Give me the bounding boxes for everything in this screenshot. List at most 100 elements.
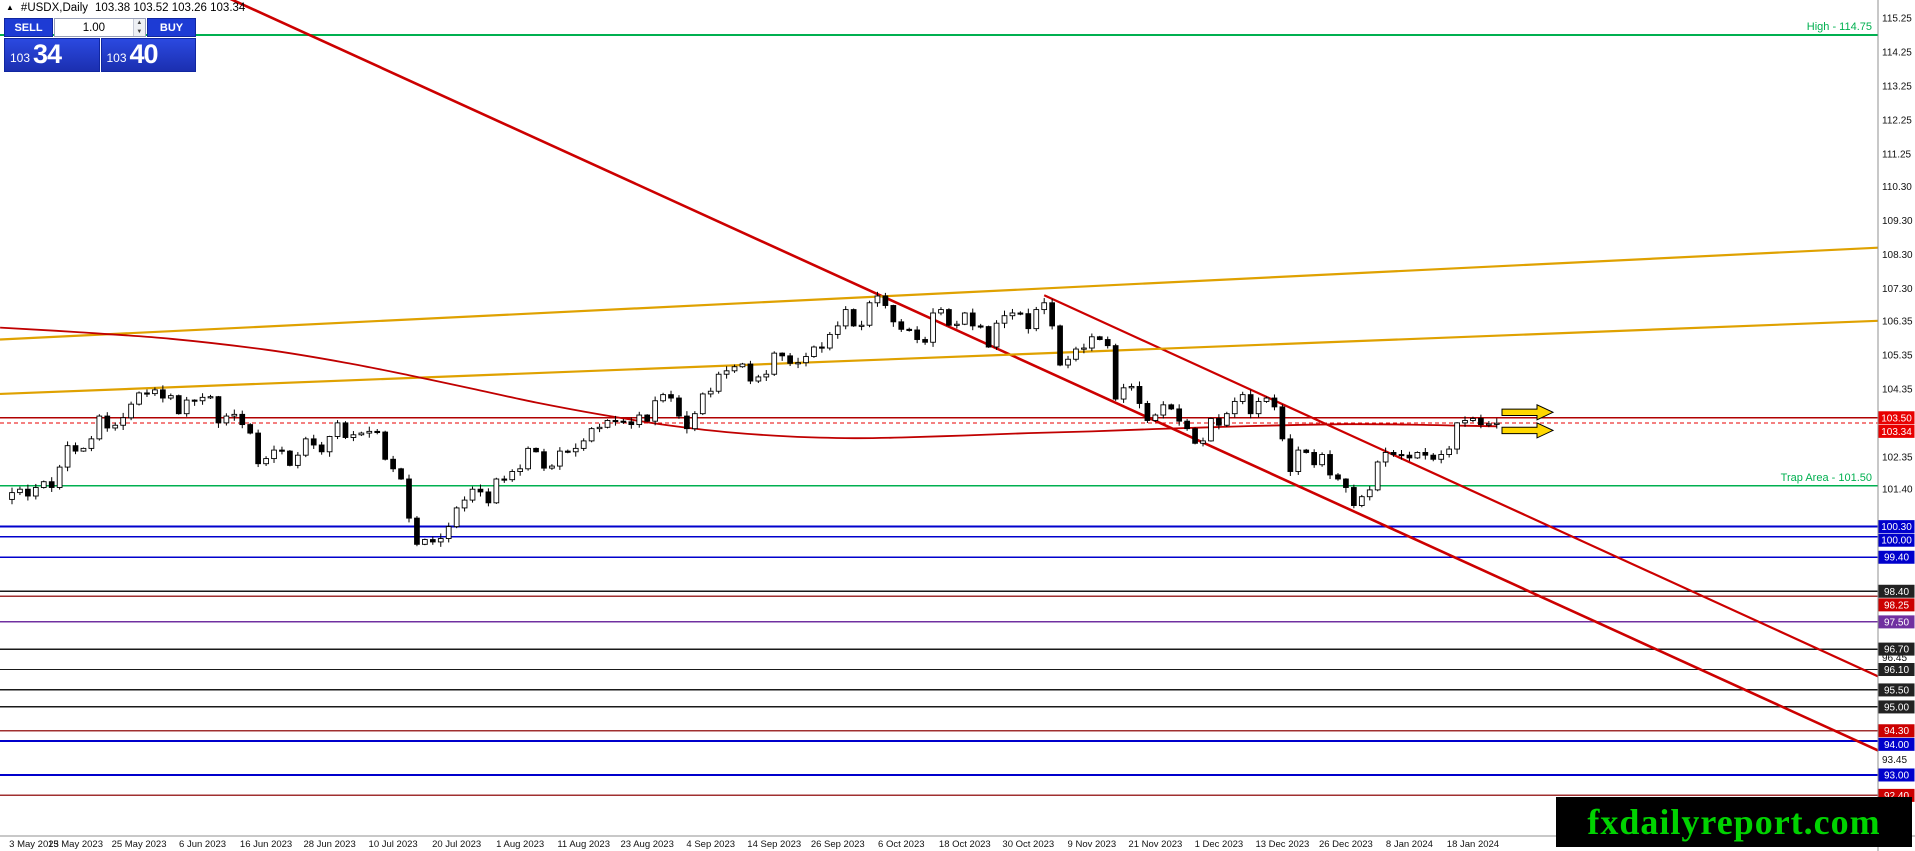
- svg-text:4 Sep 2023: 4 Sep 2023: [686, 839, 735, 850]
- svg-text:95.00: 95.00: [1884, 702, 1909, 713]
- svg-text:26 Sep 2023: 26 Sep 2023: [811, 839, 865, 850]
- svg-text:11 Aug 2023: 11 Aug 2023: [557, 839, 610, 850]
- svg-text:113.25: 113.25: [1882, 82, 1912, 93]
- sell-price-panel[interactable]: 103 34: [4, 38, 100, 72]
- svg-text:16 Jun 2023: 16 Jun 2023: [240, 839, 292, 850]
- buy-price-big: 40: [129, 39, 159, 70]
- svg-text:97.50: 97.50: [1884, 617, 1909, 628]
- ohlc-values: 103.38 103.52 103.26 103.34: [95, 2, 246, 14]
- axis-badge-100.00: [1878, 533, 1915, 547]
- trendlines: [0, 0, 1878, 752]
- svg-text:26 Dec 2023: 26 Dec 2023: [1319, 839, 1373, 850]
- buy-button[interactable]: BUY: [147, 18, 196, 37]
- axis-badge-94.00: [1878, 737, 1915, 751]
- svg-text:9 Nov 2023: 9 Nov 2023: [1068, 839, 1117, 850]
- buy-price-small: 103: [106, 51, 127, 65]
- svg-text:99.40: 99.40: [1884, 553, 1909, 564]
- downtrend-channel-upper[interactable]: [1043, 294, 1878, 678]
- volume-field-wrap: ▲ ▼: [54, 18, 146, 37]
- svg-text:6 Jun 2023: 6 Jun 2023: [179, 839, 226, 850]
- svg-text:108.30: 108.30: [1882, 250, 1913, 261]
- svg-text:1 Dec 2023: 1 Dec 2023: [1195, 839, 1244, 850]
- axis-badge-103.50: [1878, 411, 1915, 425]
- svg-text:30 Oct 2023: 30 Oct 2023: [1002, 839, 1054, 850]
- svg-text:23 Aug 2023: 23 Aug 2023: [621, 839, 674, 850]
- svg-text:98.25: 98.25: [1884, 600, 1909, 611]
- svg-text:105.35: 105.35: [1882, 350, 1913, 361]
- svg-text:111.25: 111.25: [1882, 150, 1912, 161]
- axis-badge-97.50: [1878, 615, 1915, 629]
- rising-resistance-lower[interactable]: [0, 319, 1878, 396]
- svg-text:21 Nov 2023: 21 Nov 2023: [1128, 839, 1182, 850]
- svg-text:28 Jun 2023: 28 Jun 2023: [303, 839, 355, 850]
- axis-badge-96.10: [1878, 663, 1915, 677]
- svg-text:18 Jan 2024: 18 Jan 2024: [1447, 839, 1499, 850]
- svg-text:6 Oct 2023: 6 Oct 2023: [878, 839, 924, 850]
- axis-badge-96.70: [1878, 642, 1915, 656]
- sell-button[interactable]: SELL: [4, 18, 53, 37]
- svg-text:104.35: 104.35: [1882, 384, 1913, 395]
- axis-badge-98.40: [1878, 584, 1915, 598]
- axis-badge-99.40: [1878, 550, 1915, 564]
- annotation-label: High - 114.75: [1807, 21, 1872, 33]
- svg-text:101.40: 101.40: [1882, 485, 1913, 496]
- right-arrow-icon-2[interactable]: [1501, 422, 1555, 439]
- svg-text:100.00: 100.00: [1881, 536, 1912, 547]
- rising-resistance-upper[interactable]: [0, 246, 1878, 341]
- long-term-downtrend[interactable]: [0, 0, 1878, 752]
- svg-text:8 Jan 2024: 8 Jan 2024: [1386, 839, 1433, 850]
- volume-down-icon[interactable]: ▼: [136, 28, 143, 35]
- price-axis: 115.25 114.25 113.25 112.25 111.25 110.30 109.…: [1882, 14, 1913, 767]
- svg-text:1 Aug 2023: 1 Aug 2023: [496, 839, 544, 850]
- plot-area: High - 114.75 Trap Area - 101.50: [0, 0, 1878, 797]
- volume-spinner: ▲ ▼: [132, 19, 145, 36]
- axis-badge-95.50: [1878, 683, 1915, 697]
- svg-text:93.45: 93.45: [1882, 755, 1907, 766]
- svg-text:94.00: 94.00: [1884, 740, 1909, 751]
- level-lines: [0, 34, 1878, 797]
- svg-text:96.45: 96.45: [1882, 653, 1907, 664]
- axis-badge-95.00: [1878, 700, 1915, 714]
- svg-text:3 May 2023: 3 May 2023: [9, 839, 59, 850]
- svg-text:96.70: 96.70: [1884, 645, 1909, 656]
- one-click-trading-panel: SELL ▲ ▼ BUY 103 34 103 40: [4, 18, 196, 72]
- axis-badge-103.34: [1878, 424, 1915, 438]
- svg-text:18 Oct 2023: 18 Oct 2023: [939, 839, 991, 850]
- svg-text:98.40: 98.40: [1884, 587, 1909, 598]
- time-axis-bg: [0, 836, 1915, 851]
- volume-input[interactable]: [55, 19, 133, 36]
- signal-arrows: [1501, 404, 1555, 439]
- svg-text:114.25: 114.25: [1882, 48, 1912, 59]
- axis-badge-94.30: [1878, 724, 1915, 738]
- symbol-marker-icon: ▲: [6, 3, 14, 12]
- svg-text:92.40: 92.40: [1884, 791, 1909, 802]
- volume-up-icon[interactable]: ▲: [136, 20, 143, 27]
- svg-text:96.10: 96.10: [1884, 665, 1909, 676]
- svg-text:14 Sep 2023: 14 Sep 2023: [747, 839, 801, 850]
- svg-text:102.35: 102.35: [1882, 452, 1913, 463]
- candles: [9, 291, 1500, 547]
- svg-text:109.30: 109.30: [1882, 216, 1913, 227]
- svg-text:25 May 2023: 25 May 2023: [112, 839, 167, 850]
- svg-text:20 Jul 2023: 20 Jul 2023: [432, 839, 481, 850]
- svg-text:13 Dec 2023: 13 Dec 2023: [1255, 839, 1309, 850]
- chart-quote-line: ▲ #USDX,Daily 103.38 103.52 103.26 103.3…: [6, 2, 245, 14]
- sell-price-small: 103: [10, 51, 31, 65]
- svg-text:115.25: 115.25: [1882, 14, 1912, 25]
- svg-text:107.30: 107.30: [1882, 284, 1913, 295]
- svg-text:100.30: 100.30: [1881, 522, 1912, 533]
- buy-price-panel[interactable]: 103 40: [100, 38, 196, 72]
- watermark: fxdailyreport.com: [1556, 797, 1912, 847]
- symbol-name: #USDX,Daily: [20, 2, 89, 14]
- right-arrow-icon-1[interactable]: [1501, 404, 1555, 421]
- svg-text:110.30: 110.30: [1882, 182, 1912, 193]
- svg-text:112.25: 112.25: [1882, 116, 1912, 127]
- svg-text:95.50: 95.50: [1884, 685, 1909, 696]
- axis-badge-100.30: [1878, 520, 1915, 534]
- sell-price-big: 34: [33, 39, 62, 70]
- svg-text:93.00: 93.00: [1884, 770, 1909, 781]
- annotation-label: Trap Area - 101.50: [1781, 472, 1872, 484]
- svg-text:94.30: 94.30: [1884, 726, 1909, 737]
